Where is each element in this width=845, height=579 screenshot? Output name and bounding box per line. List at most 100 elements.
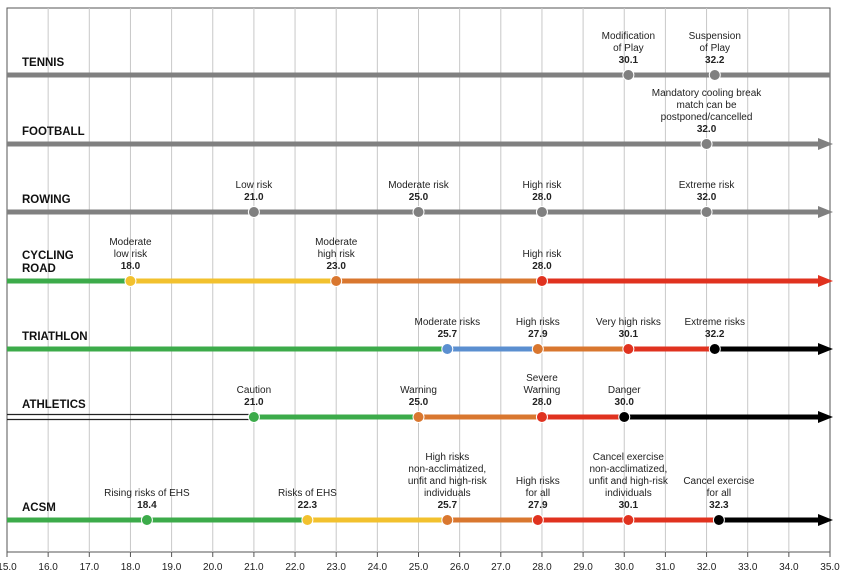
threshold-label: of Play: [613, 43, 644, 54]
row-athletics: ATHLETICS 21.0Caution25.0Warning28.0Sever…: [7, 373, 833, 423]
threshold-value: 30.1: [619, 55, 639, 66]
sport-label: TENNIS: [22, 57, 65, 69]
x-tick-label: 30.0: [615, 562, 635, 573]
sport-label: CYCLING: [22, 250, 74, 262]
threshold-label: High risks: [516, 476, 560, 487]
threshold-value: 30.0: [615, 397, 635, 408]
threshold-marker: [700, 138, 713, 150]
x-tick-label: 17.0: [80, 562, 100, 573]
threshold-label: Extreme risks: [684, 317, 745, 328]
threshold-value: 28.0: [532, 192, 552, 203]
sport-label: ATHLETICS: [22, 399, 86, 411]
threshold-label: unfit and high-risk: [589, 476, 669, 487]
threshold-label: Cancel exercise: [593, 452, 665, 463]
sport-label: FOOTBALL: [22, 126, 85, 138]
threshold-label: Caution: [237, 385, 271, 396]
threshold-label: Suspension: [689, 31, 741, 42]
threshold-label: Modification: [602, 31, 655, 42]
threshold-value: 32.2: [705, 55, 725, 66]
threshold-marker: [330, 275, 343, 287]
threshold-value: 32.2: [705, 329, 725, 340]
threshold-label: Risks of EHS: [278, 488, 337, 499]
threshold-value: 25.0: [409, 192, 429, 203]
x-tick-label: 31.0: [656, 562, 676, 573]
threshold-label: High risks: [425, 452, 469, 463]
threshold-value: 18.0: [121, 261, 141, 272]
threshold-value: 27.9: [528, 329, 548, 340]
threshold-marker: [700, 206, 713, 218]
threshold-label: non-acclimatized,: [589, 464, 667, 475]
threshold-value: 23.0: [326, 261, 346, 272]
x-tick-label: 32.0: [697, 562, 717, 573]
x-tick-label: 29.0: [573, 562, 593, 573]
threshold-label: low risk: [114, 249, 148, 260]
threshold-label: Cancel exercise: [683, 476, 755, 487]
threshold-marker: [535, 275, 548, 287]
x-tick-label: 28.0: [532, 562, 552, 573]
threshold-marker: [140, 514, 153, 526]
threshold-label: unfit and high-risk: [408, 476, 488, 487]
x-tick-label: 19.0: [162, 562, 182, 573]
threshold-value: 28.0: [532, 261, 552, 272]
threshold-value: 22.3: [298, 500, 318, 511]
threshold-label: Warning: [524, 385, 561, 396]
threshold-marker: [622, 343, 635, 355]
threshold-marker: [712, 514, 725, 526]
sport-label: ACSM: [22, 502, 56, 514]
threshold-value: 25.0: [409, 397, 429, 408]
x-tick-label: 27.0: [491, 562, 511, 573]
x-tick-label: 35.0: [820, 562, 840, 573]
x-tick-label: 33.0: [738, 562, 758, 573]
x-tick-label: 25.0: [409, 562, 429, 573]
threshold-marker: [708, 343, 721, 355]
arrow-head: [818, 411, 833, 423]
sport-label: ROAD: [22, 263, 56, 275]
threshold-marker: [301, 514, 314, 526]
threshold-label: Low risk: [236, 180, 274, 191]
threshold-label: Warning: [400, 385, 437, 396]
threshold-label: Very high risks: [596, 317, 661, 328]
threshold-value: 25.7: [438, 500, 458, 511]
threshold-label: High risk: [522, 249, 562, 260]
threshold-marker: [535, 411, 548, 423]
sport-label: TRIATHLON: [22, 331, 88, 343]
threshold-value: 30.1: [619, 500, 639, 511]
threshold-label: match can be: [677, 100, 737, 111]
threshold-label: for all: [526, 488, 550, 499]
arrow-head: [818, 138, 833, 150]
threshold-value: 18.4: [137, 500, 157, 511]
threshold-label: for all: [707, 488, 731, 499]
threshold-value: 21.0: [244, 397, 264, 408]
threshold-label: Mandatory cooling break: [652, 88, 763, 99]
threshold-value: 30.1: [619, 329, 639, 340]
threshold-marker: [622, 514, 635, 526]
threshold-label: individuals: [424, 488, 471, 499]
x-tick-label: 21.0: [244, 562, 264, 573]
threshold-label: Moderate risk: [388, 180, 450, 191]
threshold-label: High risk: [522, 180, 562, 191]
threshold-label: non-acclimatized,: [408, 464, 486, 475]
x-tick-label: 26.0: [450, 562, 470, 573]
arrow-head: [818, 275, 833, 287]
threshold-label: Moderate risks: [415, 317, 481, 328]
threshold-value: 32.0: [697, 124, 717, 135]
threshold-label: Moderate: [109, 237, 152, 248]
arrow-head: [818, 206, 833, 218]
threshold-label: Moderate: [315, 237, 358, 248]
threshold-label: Severe: [526, 373, 558, 384]
threshold-marker: [441, 343, 454, 355]
threshold-value: 25.7: [438, 329, 458, 340]
threshold-label: of Play: [699, 43, 730, 54]
threshold-marker: [124, 275, 137, 287]
arrow-head: [818, 343, 833, 355]
threshold-value: 27.9: [528, 500, 548, 511]
threshold-marker: [441, 514, 454, 526]
threshold-value: 21.0: [244, 192, 264, 203]
threshold-label: High risks: [516, 317, 560, 328]
threshold-label: postponed/cancelled: [661, 112, 753, 123]
